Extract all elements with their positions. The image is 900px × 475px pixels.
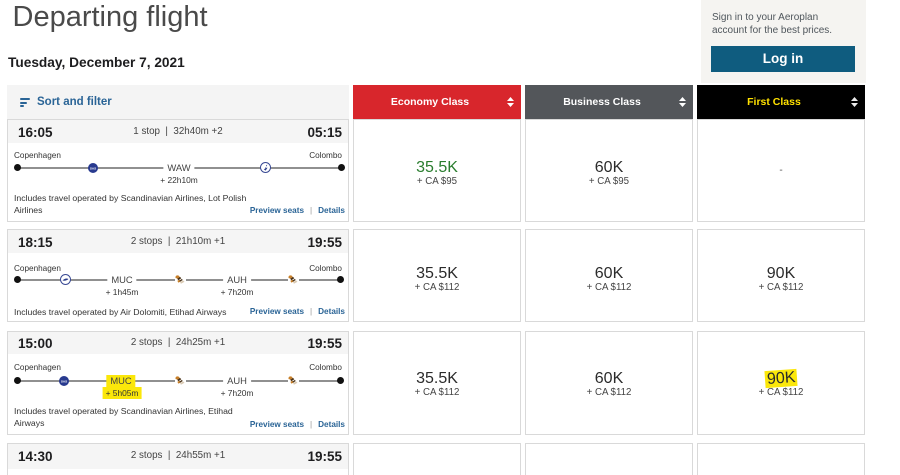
svg-text:SAS: SAS <box>61 379 67 383</box>
svg-text:SAS: SAS <box>90 166 96 170</box>
